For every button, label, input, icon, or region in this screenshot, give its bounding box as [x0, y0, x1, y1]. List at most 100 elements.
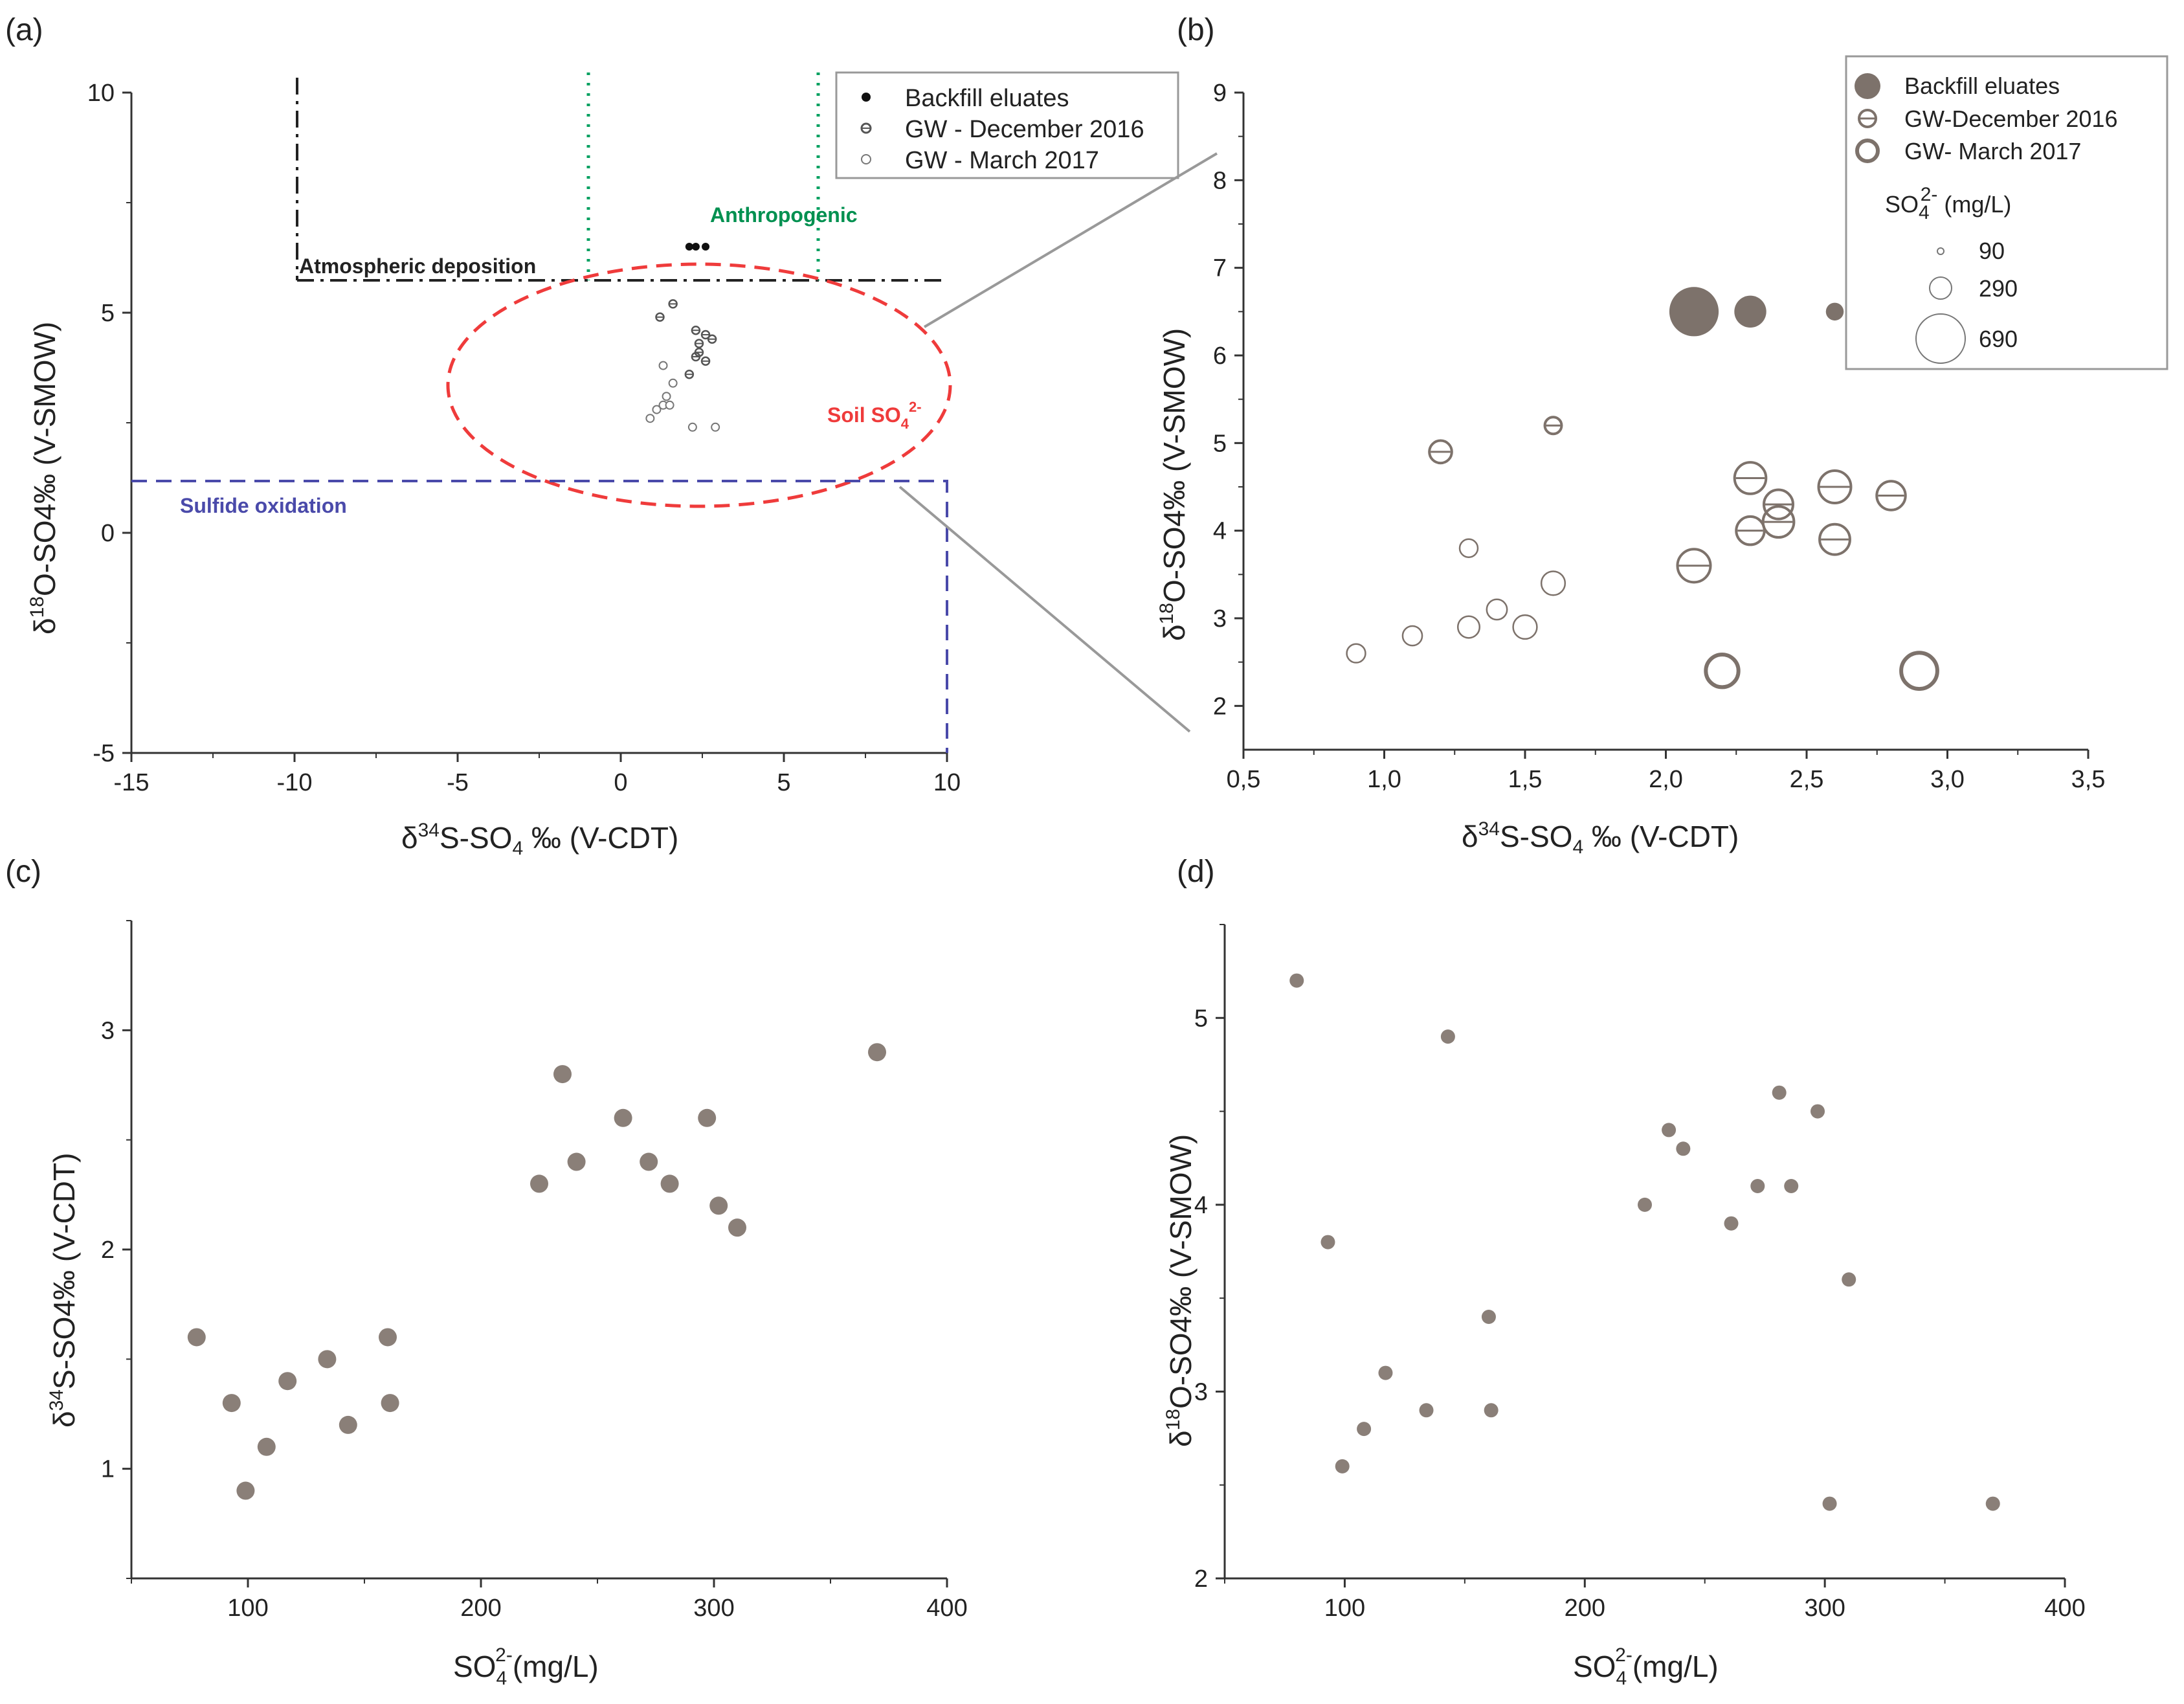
- legend-a-dec2016-label: GW - December 2016: [905, 116, 1144, 143]
- y-tick-label: 2: [1194, 1565, 1208, 1593]
- scatter-point: [1378, 1365, 1393, 1380]
- scatter-point: [567, 1152, 586, 1171]
- size-legend-290-label: 290: [1979, 275, 2018, 302]
- scatter-point: [1481, 1310, 1496, 1324]
- x-tick-label: 0: [614, 769, 627, 796]
- b-xt-main: S-SO: [1500, 820, 1572, 853]
- legend-b-dec2016-label: GW-December 2016: [1904, 106, 2117, 132]
- scatter-point: [640, 1152, 658, 1171]
- mar2017-point: [665, 400, 674, 410]
- legend-a-backfill-label: Backfill eluates: [905, 85, 1069, 112]
- x-tick-label: 400: [2044, 1595, 2085, 1622]
- scatter-point: [236, 1481, 255, 1500]
- scatter-point: [868, 1043, 886, 1062]
- scatter-point: [1320, 1235, 1335, 1250]
- y-tick-label: 4: [1194, 1192, 1208, 1219]
- anthropogenic-label: Anthropogenic: [710, 203, 858, 227]
- d-xt-sub: 4: [1616, 1668, 1627, 1689]
- y-tick-label: 0: [101, 520, 115, 547]
- x-tick-label: 5: [777, 769, 790, 796]
- a-yt-main: O-SO4‰ (V-SMOW): [28, 322, 61, 596]
- dec2016-bubble: [1875, 480, 1907, 511]
- dec2016-bubble: [1817, 469, 1853, 504]
- panel-b-ticks: 0,5 1,0 1,5 2,0 2,5 3,0 3,5 2 3 4 5 6 7 8 9: [1213, 80, 2106, 793]
- dec2016-bubble: [1543, 416, 1563, 436]
- size-legend-690-marker: [1915, 313, 1966, 364]
- mar2017-bubble: [1458, 538, 1479, 558]
- y-tick-label: 3: [101, 1017, 115, 1044]
- dec2016-bubble: [1761, 505, 1796, 539]
- x-tick-label: 3,0: [1930, 766, 1965, 793]
- panel-a-legend: [835, 71, 1179, 179]
- legend-b-backfill-label: Backfill eluates: [1904, 73, 2060, 99]
- x-tick-label: 0,5: [1227, 766, 1261, 793]
- y-tick-label: 5: [1194, 1005, 1208, 1032]
- scatter-point: [1750, 1179, 1765, 1193]
- mar2017-point: [662, 392, 671, 401]
- dec2016-point: [700, 356, 711, 366]
- x-tick-label: 400: [926, 1595, 967, 1622]
- x-tick-label: 200: [1565, 1595, 1605, 1622]
- x-tick-label: 300: [1804, 1595, 1845, 1622]
- mar2017-bubble: [1512, 614, 1538, 640]
- scatter-point: [257, 1437, 276, 1456]
- x-tick-label: 1,5: [1508, 766, 1543, 793]
- b-yt-sup: 18: [1156, 603, 1177, 624]
- b-xt-delta: δ: [1462, 820, 1478, 853]
- legend-a-mar2017-label: GW - March 2017: [905, 147, 1099, 174]
- dec2016-bubble: [1676, 548, 1712, 584]
- panel-label-d: (d): [1177, 855, 1215, 889]
- legend-b-backfill-marker: [1855, 73, 1880, 99]
- y-tick-label: 2: [1213, 693, 1227, 720]
- a-xt-tail: ‰ (V-CDT): [523, 821, 678, 855]
- panel-c-y-title: δ34S-SO4‰ (V-CDT): [46, 1153, 81, 1428]
- size-legend-title-unit: (mg/L): [1937, 191, 2011, 218]
- scatter-point: [614, 1108, 632, 1127]
- dec2016-point: [668, 299, 678, 309]
- scatter-point: [381, 1394, 399, 1413]
- a-xt-sup: 34: [418, 820, 440, 841]
- backfill-point: [685, 243, 693, 251]
- d-xt-tail: (mg/L): [1632, 1650, 1719, 1683]
- panel-c-x-title: SO42-(mg/L): [453, 1644, 599, 1689]
- x-tick-label: 100: [1324, 1595, 1365, 1622]
- soil-sulfate-ellipse: [446, 262, 952, 508]
- zoom-line-top: [923, 152, 1218, 328]
- scatter-point: [660, 1174, 679, 1193]
- zoom-line-bottom: [898, 486, 1191, 733]
- scatter-point: [1357, 1422, 1372, 1437]
- panel-b-legend: [1845, 55, 2168, 370]
- panel-a-y-title: δ18O-SO4‰ (V-SMOW): [27, 322, 61, 634]
- mar2017-bubble: [1456, 615, 1481, 639]
- size-legend-290-marker: [1929, 276, 1952, 300]
- backfill-point: [691, 243, 700, 251]
- panel-c-points: [187, 1043, 886, 1500]
- panel-c-ticks: 100 200 300 400 1 2 3: [101, 920, 968, 1622]
- a-xt-delta: δ: [401, 821, 418, 855]
- y-tick-label: 3: [1213, 605, 1227, 633]
- dec2016-bubble: [1733, 461, 1768, 495]
- y-tick-label: 4: [1213, 518, 1227, 545]
- legend-b-dec2016-marker: [1858, 109, 1877, 128]
- dec2016-bubble: [1428, 439, 1453, 465]
- x-tick-label: -15: [114, 769, 150, 796]
- mar2017-bubble: [1486, 598, 1508, 621]
- c-xt-main: SO: [453, 1650, 496, 1683]
- panel-b-x-title: δ34S-SO4 ‰ (V-CDT): [1462, 818, 1739, 858]
- dec2016-point: [684, 369, 695, 379]
- dec2016-point: [691, 325, 701, 335]
- panel-d-points: [1289, 973, 2000, 1511]
- d-yt-main: O-SO4‰ (V-SMOW): [1164, 1134, 1198, 1409]
- mar2017-point: [645, 414, 655, 423]
- c-xt-sub: 4: [496, 1668, 507, 1689]
- y-tick-label: 7: [1213, 255, 1227, 282]
- size-legend-title-sup: 2-: [1921, 184, 1938, 205]
- backfill-bubble: [1825, 302, 1844, 321]
- x-tick-label: 1,0: [1367, 766, 1401, 793]
- panel-a: (a) -15 -10 -5 0 5 10 -5 0 5 10 Anthropogenic Atm…: [5, 13, 1179, 859]
- scatter-point: [379, 1328, 397, 1347]
- panel-a-ticks: -15 -10 -5 0 5 10 -5 0 5 10: [87, 80, 961, 796]
- size-legend-title-main: SO: [1885, 191, 1919, 218]
- y-tick-label: 5: [1213, 430, 1227, 457]
